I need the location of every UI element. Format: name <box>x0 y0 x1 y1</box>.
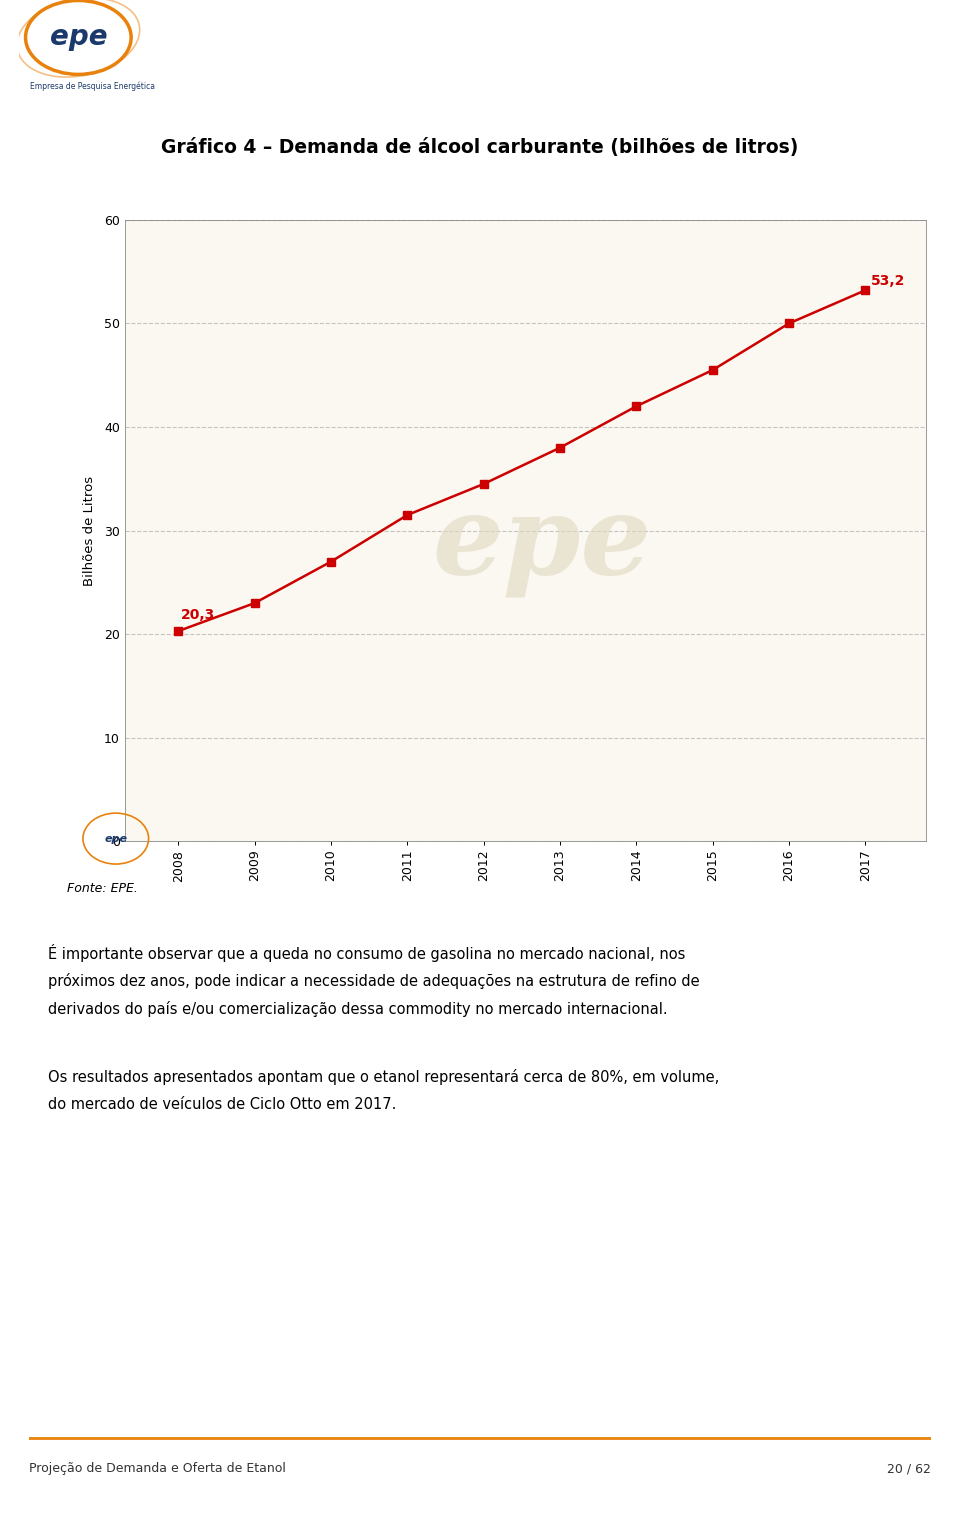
Text: 20 / 62: 20 / 62 <box>887 1461 931 1475</box>
Text: Os resultados apresentados apontam que o etanol representará cerca de 80%, em vo: Os resultados apresentados apontam que o… <box>48 1069 719 1085</box>
Text: derivados do país e/ou comercialização dessa commodity no mercado internacional.: derivados do país e/ou comercialização d… <box>48 1001 667 1017</box>
Y-axis label: Bilhões de Litros: Bilhões de Litros <box>83 476 96 585</box>
Text: Gráfico 4 – Demanda de álcool carburante (bilhões de litros): Gráfico 4 – Demanda de álcool carburante… <box>161 138 799 158</box>
Text: Projeção de Demanda e Oferta de Etanol: Projeção de Demanda e Oferta de Etanol <box>29 1461 286 1475</box>
Text: 53,2: 53,2 <box>871 274 905 288</box>
Text: do mercado de veículos de Ciclo Otto em 2017.: do mercado de veículos de Ciclo Otto em … <box>48 1098 396 1113</box>
Text: epe: epe <box>432 490 651 597</box>
Text: Empresa de Pesquisa Energética: Empresa de Pesquisa Energética <box>30 82 155 91</box>
Text: próximos dez anos, pode indicar a necessidade de adequações na estrutura de refi: próximos dez anos, pode indicar a necess… <box>48 973 700 988</box>
Text: epe: epe <box>50 23 108 52</box>
Text: epe: epe <box>105 834 128 843</box>
Text: É importante observar que a queda no consumo de gasolina no mercado nacional, no: É importante observar que a queda no con… <box>48 944 685 963</box>
Text: Fonte: EPE.: Fonte: EPE. <box>67 882 138 894</box>
Text: 20,3: 20,3 <box>181 608 215 622</box>
